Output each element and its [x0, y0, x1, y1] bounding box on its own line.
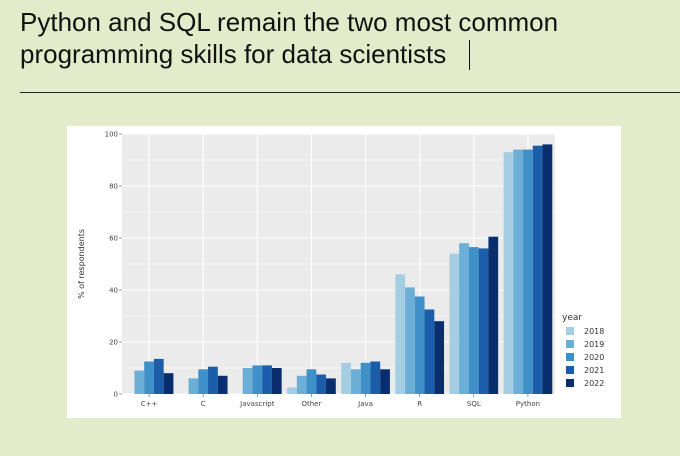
x-tick-label: SQL: [467, 400, 481, 408]
x-tick-label: Python: [516, 400, 540, 408]
y-tick-label: 0: [114, 391, 118, 399]
legend-title: year: [562, 313, 582, 323]
bar-2022: [380, 369, 390, 394]
legend-label: 2022: [584, 379, 604, 388]
legend-label: 2021: [584, 366, 604, 375]
slide-title-line-1: Python and SQL remain the two most commo…: [20, 7, 559, 37]
legend: year 2018 2019 2020 2021 2022: [562, 313, 604, 388]
bar-2018: [341, 362, 351, 394]
bar-2020: [360, 362, 371, 394]
bar-2022: [163, 373, 174, 394]
bar-2022: [217, 375, 228, 394]
x-tick-label: Java: [357, 400, 373, 408]
y-axis-ticks: 0 20 40 60 80 100: [105, 131, 122, 399]
bar-2019: [296, 375, 307, 394]
bar-2018: [503, 152, 514, 394]
title-divider: [20, 92, 680, 93]
bar-2018: [449, 253, 460, 394]
bar-2021: [208, 366, 218, 394]
legend-swatch: [566, 353, 574, 361]
legend-label: 2020: [584, 353, 604, 362]
bar-2022: [542, 144, 553, 394]
bar-2018: [395, 274, 406, 394]
bar-2018: [287, 387, 297, 394]
bar-2022: [326, 378, 336, 394]
bar-2021: [153, 358, 164, 394]
bar-2021: [316, 374, 327, 394]
bar-2021: [370, 361, 381, 394]
bar-2019: [405, 287, 415, 394]
legend-swatch: [566, 340, 574, 348]
x-tick-label: Other: [301, 400, 321, 408]
y-tick-label: 80: [109, 183, 118, 191]
bar-2020: [306, 369, 317, 394]
bar-2020: [523, 149, 533, 394]
y-tick-label: 20: [109, 339, 118, 347]
y-tick-label: 60: [109, 235, 118, 243]
bar-2019: [242, 368, 253, 394]
bar-2021: [424, 309, 435, 394]
x-axis-ticks: C++ C Javascript Other Java R SQL Python: [141, 394, 540, 408]
y-tick-label: 100: [105, 131, 118, 139]
text-cursor: [469, 40, 470, 70]
bar-2019: [459, 243, 469, 394]
chart-container: 0 20 40 60 80 100 C++ C Javascript Other Java R SQL…: [67, 126, 621, 418]
bar-2021: [532, 145, 543, 394]
bar-2019: [134, 370, 145, 394]
legend-swatch: [566, 366, 574, 374]
bar-2022: [434, 321, 445, 394]
slide-title-line-2: programming skills for data scientists: [20, 39, 447, 69]
bar-2020: [144, 361, 154, 394]
bar-2021: [478, 248, 489, 394]
bar-2022: [488, 236, 499, 394]
x-tick-label: C: [201, 400, 206, 408]
x-tick-label: C++: [141, 400, 158, 408]
bar-2022: [271, 368, 282, 394]
legend-swatch: [566, 379, 574, 387]
bar-2019: [188, 378, 199, 394]
slide-title: Python and SQL remain the two most commo…: [20, 6, 660, 70]
bar-2021: [262, 365, 272, 394]
legend-label: 2019: [584, 340, 604, 349]
bar-2020: [252, 365, 263, 394]
bar-2019: [513, 149, 524, 394]
x-tick-label: R: [417, 400, 422, 408]
legend-swatch: [566, 327, 574, 335]
bar-2020: [468, 247, 479, 394]
bars: [134, 144, 553, 394]
bar-chart: 0 20 40 60 80 100 C++ C Javascript Other Java R SQL…: [77, 131, 604, 409]
bar-2020: [414, 296, 425, 394]
y-tick-label: 40: [109, 287, 118, 295]
bar-2019: [350, 369, 361, 394]
x-tick-label: Javascript: [239, 400, 275, 408]
y-axis-title: % of respondents: [77, 229, 86, 299]
legend-label: 2018: [584, 327, 604, 336]
bar-2020: [198, 369, 209, 394]
